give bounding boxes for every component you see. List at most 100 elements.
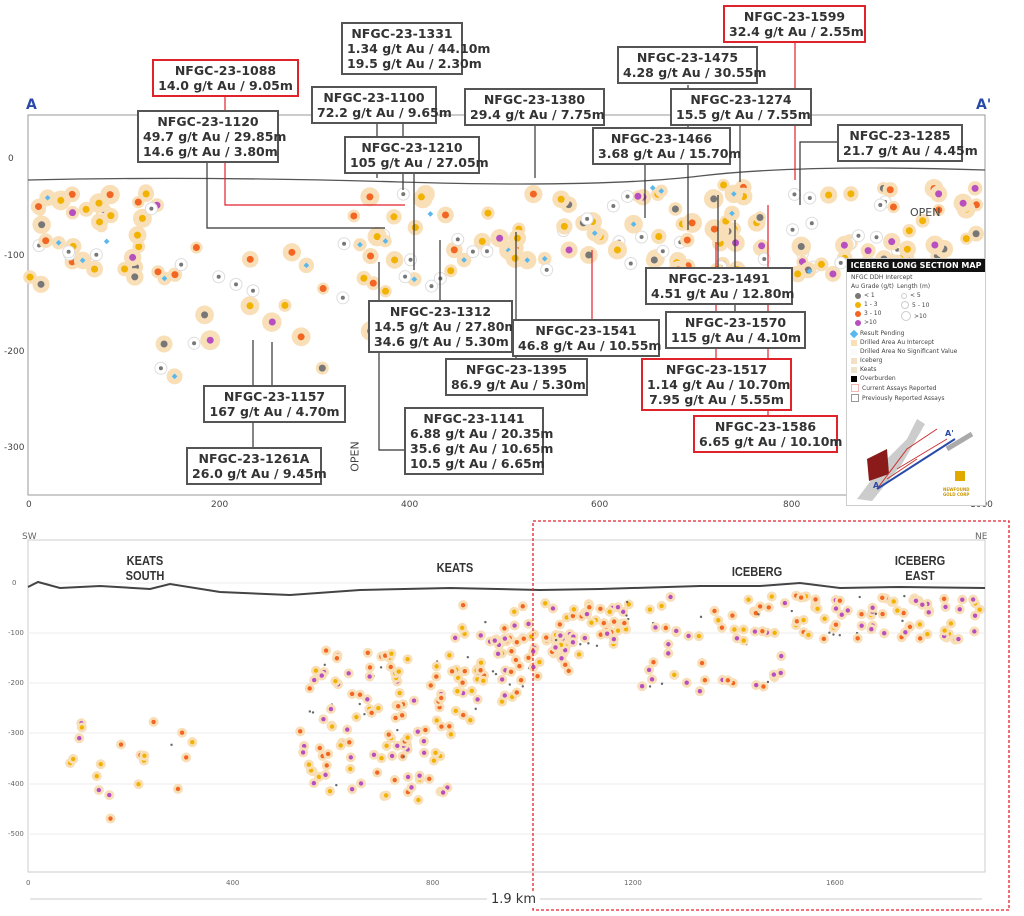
intercept-marker [917, 622, 922, 627]
result-pending-marker [79, 257, 86, 264]
intercept-marker [268, 318, 276, 326]
grade-swatch [855, 301, 861, 308]
callout-nfgc-23-1141: NFGC-23-1141 6.88 g/t Au / 20.35m 35.6 g/t… [404, 407, 553, 475]
intercept-marker [389, 753, 395, 759]
intercept-marker [766, 680, 770, 684]
callout-nfgc-23-1100: NFGC-23-1100 72.2 g/t Au / 9.65m [311, 86, 452, 124]
intercept-marker [251, 288, 256, 293]
intercept-marker [373, 233, 381, 241]
intercept-marker [526, 655, 531, 661]
intercept-marker [611, 619, 617, 624]
legend-label: Overburden [860, 375, 896, 382]
intercept-marker [311, 780, 317, 786]
intercept-marker [496, 234, 504, 242]
intercept-marker [585, 216, 590, 221]
intercept-marker [625, 194, 630, 199]
callout-nfgc-23-1466: NFGC-23-1466 3.68 g/t Au / 15.70m [592, 127, 741, 165]
intercept-marker [828, 631, 831, 634]
intercept-marker [319, 285, 327, 293]
legend-label: Keats [860, 366, 877, 373]
intercept-marker [859, 623, 864, 628]
x-tick: 200 [211, 500, 229, 510]
result-pending-marker [461, 257, 467, 263]
x-tick: 1600 [826, 879, 844, 887]
intercept-marker [772, 630, 777, 636]
intercept-marker [492, 638, 497, 643]
intercept-marker [514, 640, 520, 645]
surface-line [27, 580, 986, 597]
intercept-marker [761, 684, 766, 689]
intercept-marker [455, 237, 460, 242]
callout-nfgc-23-1380: NFGC-23-1380 29.4 g/t Au / 7.75m [464, 88, 605, 126]
intercept-marker [138, 214, 146, 222]
intercept-marker [323, 648, 329, 653]
intercept-marker [512, 623, 517, 628]
intercept-marker [509, 649, 514, 654]
intercept-marker [648, 685, 652, 688]
intercept-marker [323, 663, 326, 667]
intercept-marker [553, 645, 558, 650]
y-tick: -500 [8, 830, 24, 838]
legend-label: 3 - 10 [864, 310, 882, 317]
intercept-marker [550, 606, 556, 611]
intercept-marker [779, 653, 784, 659]
x-tick: 800 [426, 879, 440, 887]
intercept-marker [766, 605, 771, 610]
intercept-marker [461, 712, 466, 718]
intercept-marker [683, 236, 691, 244]
intercept-marker [935, 190, 943, 198]
zone-label-keats-south: KEATS SOUTH [125, 553, 165, 583]
intercept-marker [935, 206, 943, 214]
intercept-marker [345, 727, 350, 732]
x-tick: 400 [401, 500, 419, 510]
intercept-marker [666, 651, 671, 656]
intercept-marker [396, 728, 399, 732]
intercept-marker [615, 604, 621, 610]
intercept-marker [838, 633, 841, 637]
intercept-marker [409, 785, 414, 790]
intercept-marker [491, 670, 495, 673]
intercept-marker [833, 622, 839, 627]
grade-swatch [855, 310, 861, 317]
intercept-marker [972, 629, 977, 634]
intercept-marker [192, 341, 197, 346]
intercept-marker [833, 606, 839, 611]
intercept-marker [363, 712, 366, 716]
intercept-marker [598, 606, 603, 611]
intercept-marker [666, 642, 671, 647]
intercept-marker [942, 628, 947, 633]
zone-label-iceberg-east: ICEBERG EAST [894, 553, 946, 583]
intercept-marker [697, 688, 703, 694]
intercept-marker [797, 242, 805, 250]
intercept-marker [874, 612, 878, 616]
result-pending-marker [357, 241, 363, 248]
y-tick: -300 [8, 729, 24, 737]
intercept-marker [626, 602, 631, 607]
intercept-marker [26, 273, 34, 281]
intercept-marker [306, 762, 312, 767]
intercept-marker [926, 610, 931, 615]
intercept-marker [672, 672, 677, 678]
legend-label: < 5 [910, 292, 921, 299]
intercept-marker [587, 642, 590, 645]
intercept-marker [650, 256, 658, 264]
swatch [851, 348, 857, 355]
open-label: OPEN [348, 441, 362, 472]
intercept-marker [107, 212, 115, 220]
intercept-marker [462, 668, 467, 674]
intercept-marker [801, 617, 806, 623]
intercept-marker [171, 271, 179, 279]
length-swatch [901, 311, 911, 321]
intercept-marker [769, 594, 774, 599]
swatch [851, 357, 857, 364]
intercept-marker [160, 340, 168, 348]
intercept-marker [460, 680, 465, 685]
intercept-marker [838, 260, 843, 265]
intercept-marker [452, 635, 458, 641]
intercept-marker [466, 656, 469, 659]
intercept-marker [334, 656, 340, 661]
intercept-marker [956, 636, 961, 642]
intercept-marker [589, 620, 594, 625]
intercept-marker [732, 627, 737, 632]
intercept-marker [888, 238, 896, 246]
